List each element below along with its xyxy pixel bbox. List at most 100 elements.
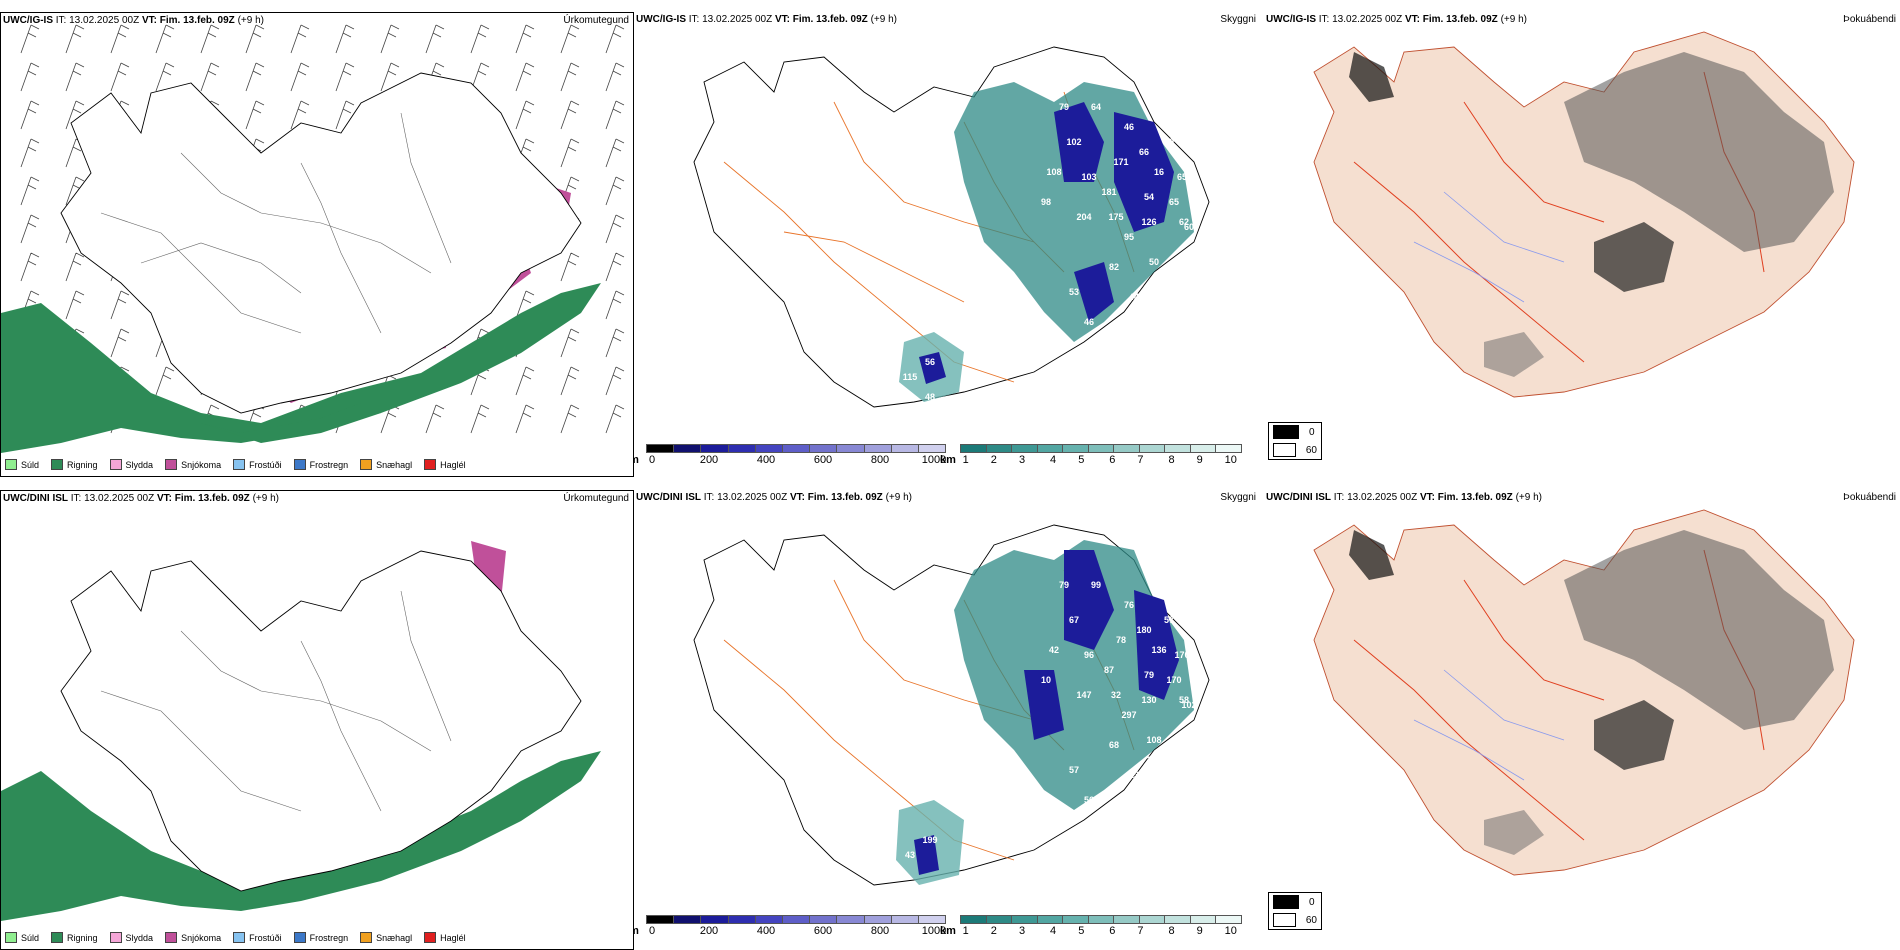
visibility-value: 130 xyxy=(1141,695,1157,705)
legend-item: Frostúði xyxy=(233,932,282,943)
visibility-value: 78 xyxy=(1115,635,1127,645)
cloud-key-item: 60 xyxy=(1269,911,1321,929)
visibility-value: 48 xyxy=(924,392,936,402)
swatch-icon xyxy=(109,459,122,470)
swatch-icon xyxy=(424,459,437,470)
visibility-value: 50 xyxy=(1148,257,1160,267)
visibility-value: 13 xyxy=(1128,770,1140,780)
iceland-coast xyxy=(60,550,582,892)
cloud-key-item: 0 xyxy=(1269,423,1321,441)
cloud-key: 0 60 xyxy=(1268,422,1322,460)
visibility-value: 58 xyxy=(1178,695,1190,705)
swatch-icon xyxy=(51,932,64,943)
visibility-value: 32 xyxy=(1110,690,1122,700)
legend-item: Súld xyxy=(5,459,39,470)
visibility-value: 79 xyxy=(1143,670,1155,680)
visibility-value: 62 xyxy=(1178,217,1190,227)
visibility-value: 175 xyxy=(1108,212,1124,222)
visibility-value: 171 xyxy=(1113,157,1129,167)
visibility-value: 102 xyxy=(1066,137,1082,147)
panel-title: Þokuábendi xyxy=(1843,492,1896,503)
visibility-value: 5 xyxy=(1151,277,1157,287)
visibility-value: 56 xyxy=(924,357,936,367)
visibility-value: 57 xyxy=(1068,765,1080,775)
visibility-value: 170 xyxy=(1174,650,1190,660)
visibility-colorbar-km: km 1 2 3 4 5 6 7 8 9 10 xyxy=(940,444,1242,467)
colorbar xyxy=(960,444,1242,453)
precip-map xyxy=(1,541,601,921)
legend-item: Súld xyxy=(5,932,39,943)
legend-item: Rigning xyxy=(51,459,98,470)
colorbar xyxy=(646,915,946,924)
visibility-value: 10 xyxy=(1040,675,1052,685)
visibility-value: 87 xyxy=(1103,665,1115,675)
visibility-panel-bottom: UWC/DINI ISL IT: 13.02.2025 00Z VT: Fim.… xyxy=(634,490,1264,950)
visibility-value: 42 xyxy=(1048,645,1060,655)
swatch-icon xyxy=(424,932,437,943)
visibility-map xyxy=(693,46,1210,408)
visibility-panel-top: UWC/IG-IS IT: 13.02.2025 00Z VT: Fim. 13… xyxy=(634,12,1264,477)
visibility-colorbar-km: km 1 2 3 4 5 6 7 8 9 10 xyxy=(940,915,1242,938)
visibility-value: 108 xyxy=(1146,735,1162,745)
visibility-value: 57 xyxy=(1163,615,1175,625)
visibility-value: 16 xyxy=(1153,167,1165,177)
visibility-value: 76 xyxy=(1123,600,1135,610)
visibility-value: 170 xyxy=(1166,675,1182,685)
legend-item: Slydda xyxy=(109,932,153,943)
panel-header: UWC/IG-IS IT: 13.02.2025 00Z VT: Fim. 13… xyxy=(3,15,264,26)
visibility-value: 96 xyxy=(1083,650,1095,660)
legend-item: Rigning xyxy=(51,932,98,943)
cloud-key: 0 60 xyxy=(1268,892,1322,930)
visibility-value: 49 xyxy=(1163,137,1175,147)
visibility-value: 54 xyxy=(1143,192,1155,202)
visibility-value: 43 xyxy=(904,850,916,860)
visibility-value: 53 xyxy=(1068,287,1080,297)
visibility-value: 56 xyxy=(1083,795,1095,805)
panel-header: UWC/IG-IS IT: 13.02.2025 00Z VT: Fim. 13… xyxy=(1266,14,1527,25)
swatch-icon xyxy=(293,932,306,943)
cloud-key-item: 0 xyxy=(1269,893,1321,911)
panel-header: UWC/DINI ISL IT: 13.02.2025 00Z VT: Fim.… xyxy=(636,492,912,503)
visibility-value: 79 xyxy=(1058,580,1070,590)
legend-item: Snjókoma xyxy=(165,932,221,943)
visibility-map xyxy=(693,524,1210,886)
visibility-value: 67 xyxy=(1068,615,1080,625)
precip-map xyxy=(1,24,625,453)
visibility-value: 82 xyxy=(1108,262,1120,272)
visibility-value: 65 xyxy=(1168,197,1180,207)
visibility-value: 136 xyxy=(1151,645,1167,655)
swatch-icon xyxy=(1273,443,1296,457)
legend-item: Frostregn xyxy=(293,459,348,470)
colorbar xyxy=(960,915,1242,924)
panel-title: Úrkomutegund xyxy=(563,15,629,26)
swatch-icon xyxy=(165,932,178,943)
visibility-value: 120 xyxy=(1146,755,1162,765)
rain-area xyxy=(1,283,601,453)
visibility-value: 46 xyxy=(1083,317,1095,327)
visibility-value: 108 xyxy=(1046,167,1062,177)
visibility-value: 204 xyxy=(1076,212,1092,222)
legend-item: Frostúði xyxy=(233,459,282,470)
panel-title: Þokuábendi xyxy=(1843,14,1896,25)
swatch-icon xyxy=(293,459,306,470)
legend-item: Slydda xyxy=(109,459,153,470)
swatch-icon xyxy=(360,932,373,943)
swatch-icon xyxy=(233,932,246,943)
legend-item: Haglél xyxy=(424,459,466,470)
iceland-coast xyxy=(60,72,582,414)
swatch-icon xyxy=(5,459,17,470)
swatch-icon xyxy=(360,459,373,470)
panel-header: UWC/DINI ISL IT: 13.02.2025 00Z VT: Fim.… xyxy=(1266,492,1542,503)
visibility-value: 102 xyxy=(1181,700,1197,710)
visibility-value: 99 xyxy=(1090,580,1102,590)
visibility-value: 65 xyxy=(1176,172,1188,182)
swatch-icon xyxy=(165,459,178,470)
precip-legend: Súld Rigning Slydda Snjókoma Frostúði Fr… xyxy=(5,932,466,943)
visibility-colorbar-m: m 0 200 400 600 800 1000 xyxy=(634,444,946,467)
precip-type-panel-bottom: UWC/DINI ISL IT: 13.02.2025 00Z VT: Fim.… xyxy=(0,490,634,950)
swatch-icon xyxy=(5,932,17,943)
precip-type-panel-top: UWC/IG-IS IT: 13.02.2025 00Z VT: Fim. 13… xyxy=(0,12,634,477)
panel-header: UWC/IG-IS IT: 13.02.2025 00Z VT: Fim. 13… xyxy=(636,14,897,25)
visibility-value: 98 xyxy=(1040,197,1052,207)
panel-title: Úrkomutegund xyxy=(563,493,629,504)
